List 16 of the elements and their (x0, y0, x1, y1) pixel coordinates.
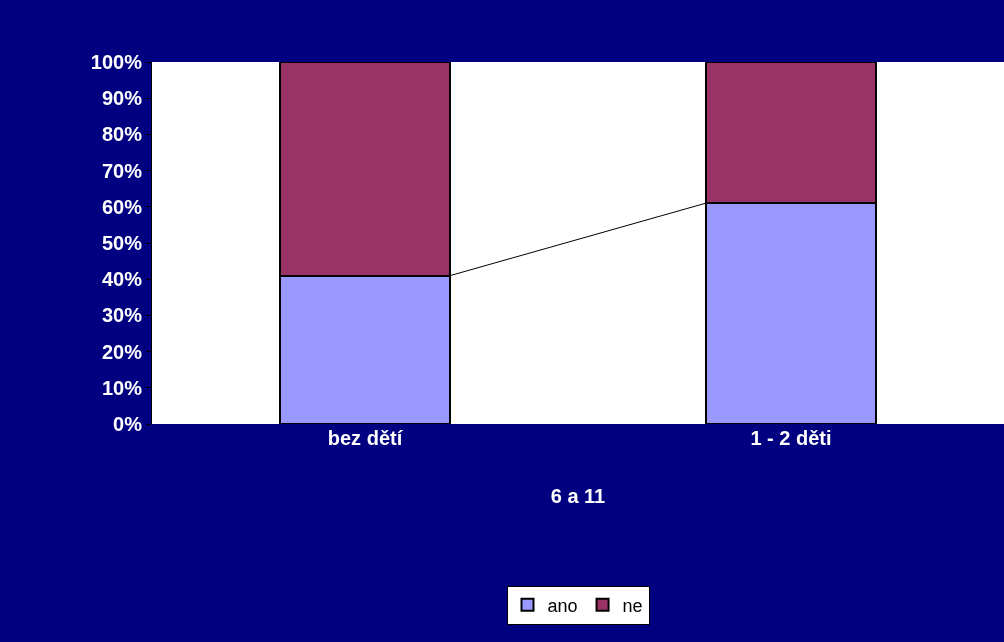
y-tick-label: 0% (113, 413, 143, 435)
y-tick-label: 40% (101, 268, 143, 291)
x-tick-label: 1 - 2 děti (750, 427, 832, 449)
y-tick-label: 30% (101, 304, 143, 327)
y-tick-label: 70% (101, 159, 143, 182)
y-tick-label: 10% (101, 376, 143, 399)
y-tick-label: 90% (101, 87, 143, 110)
y-tick-label: 100% (90, 51, 143, 73)
y-tick-label: 80% (101, 123, 143, 146)
x-tick-label: bez dětí (327, 427, 404, 449)
y-tick-label: 50% (101, 232, 143, 254)
y-tick-label: 60% (101, 195, 143, 218)
legend-label: ne (622, 595, 643, 616)
y-tick-label: 20% (101, 340, 143, 363)
x-axis-title: 6 a 11 (550, 484, 606, 507)
legend-label: ano (547, 595, 578, 616)
